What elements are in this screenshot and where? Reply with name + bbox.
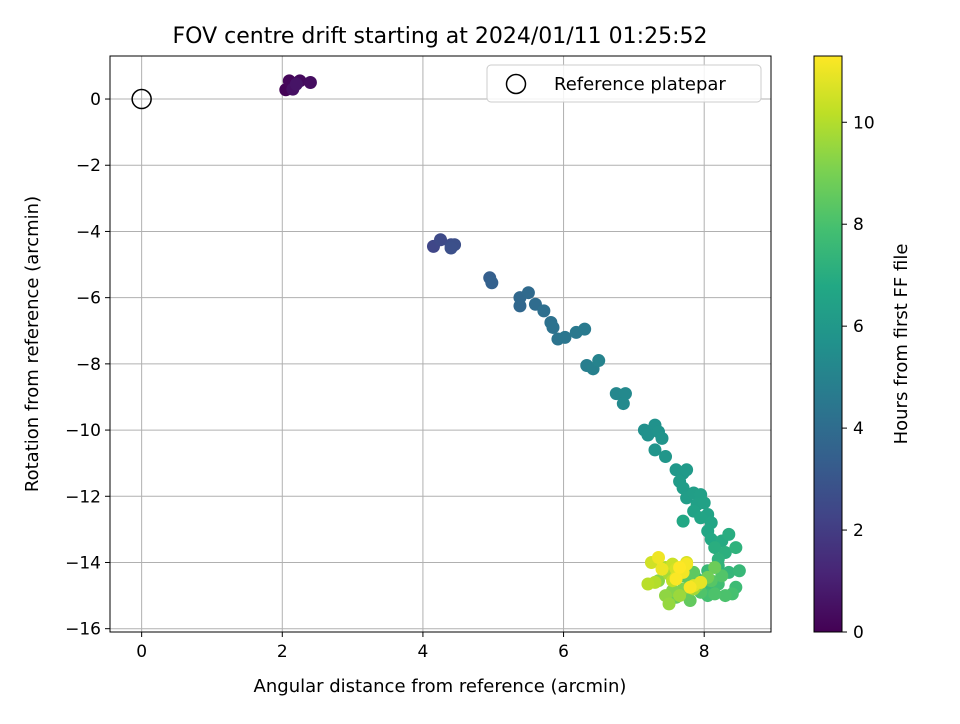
legend-box [486, 64, 762, 103]
axis-ticks: 0 2 4 6 8 0 −2 −4 −6 −8 −10 −12 −14 −16 [65, 90, 710, 662]
y-tick-label: −6 [76, 289, 101, 309]
x-tick-label: 8 [699, 642, 710, 662]
y-tick-label: 0 [90, 90, 101, 110]
data-point [708, 587, 722, 601]
y-tick-label: −8 [76, 355, 101, 375]
data-point [694, 511, 708, 525]
data-point [662, 597, 676, 611]
colorbar-tick-label: 6 [853, 317, 864, 337]
colorbar-label: Hours from first FF file [891, 244, 912, 445]
data-point [521, 286, 535, 300]
data-point [718, 589, 732, 603]
legend: Reference platepar [486, 64, 762, 103]
chart-title: FOV centre drift starting at 2024/01/11 … [173, 24, 708, 49]
y-tick-label: −10 [65, 421, 101, 441]
data-point [546, 320, 560, 334]
data-point [578, 322, 592, 336]
data-point [694, 575, 708, 589]
data-point [648, 443, 662, 457]
data-point [641, 428, 655, 442]
data-point [732, 564, 746, 578]
legend-marker-icon [505, 73, 527, 95]
y-tick-label: −2 [76, 156, 101, 176]
x-tick-label: 2 [277, 642, 288, 662]
y-axis-label: Rotation from reference (arcmin) [22, 196, 43, 492]
data-point [697, 496, 711, 510]
reference-platepar-point [131, 88, 152, 110]
data-point [676, 481, 690, 495]
colorbar-tick-label: 2 [853, 521, 864, 541]
data-point [592, 354, 606, 368]
colorbar-tick-label: 0 [853, 623, 864, 643]
data-point [729, 541, 743, 555]
data-point [708, 560, 722, 574]
x-tick-label: 0 [136, 642, 147, 662]
data-point [618, 387, 632, 401]
scatter-points [279, 74, 746, 611]
plot-background [110, 56, 771, 632]
data-point [722, 527, 736, 541]
colorbar-gradient [813, 55, 843, 633]
plot-frame [109, 55, 772, 633]
data-point [655, 562, 669, 576]
y-tick-label: −14 [65, 553, 101, 573]
colorbar-tick-label: 10 [853, 113, 875, 133]
legend-label: Reference platepar [554, 74, 726, 95]
data-point [673, 589, 687, 603]
data-point [616, 397, 630, 411]
data-point [683, 580, 697, 594]
data-point [655, 431, 669, 445]
colorbar-tick-label: 8 [853, 215, 864, 235]
data-point [673, 560, 687, 574]
data-point [676, 514, 690, 528]
data-point [289, 77, 303, 91]
x-tick-label: 6 [558, 642, 569, 662]
data-point [444, 241, 458, 255]
data-point [708, 541, 722, 555]
data-point [651, 551, 665, 565]
data-point [485, 276, 499, 290]
data-point [669, 572, 683, 586]
y-tick-label: −16 [65, 620, 101, 640]
data-point [558, 330, 572, 344]
data-point [303, 75, 317, 89]
data-point [434, 233, 447, 247]
data-point [680, 463, 694, 477]
reference-marker [131, 88, 152, 110]
y-tick-label: −4 [76, 222, 101, 242]
data-point [537, 304, 551, 318]
x-axis-label: Angular distance from reference (arcmin) [254, 676, 627, 697]
x-tick-label: 4 [418, 642, 429, 662]
y-tick-label: −12 [65, 487, 101, 507]
data-point [609, 387, 623, 401]
data-point [659, 450, 673, 464]
data-point [641, 577, 655, 591]
colorbar-ticks: 0 2 4 6 8 10 [842, 113, 875, 643]
colorbar: 0 2 4 6 8 10 Hours from first FF file [813, 55, 912, 643]
colorbar-tick-label: 4 [853, 419, 864, 439]
